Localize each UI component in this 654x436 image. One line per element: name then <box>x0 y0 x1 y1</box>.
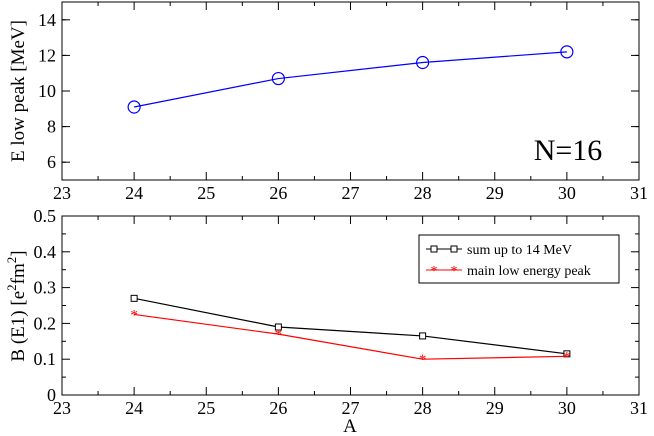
top-x-tick-label: 26 <box>269 183 287 203</box>
legend-label-peak: main low energy peak <box>467 264 591 279</box>
bottom-y-tick-label: 0.2 <box>34 313 57 333</box>
legend-box <box>418 234 620 284</box>
bottom-x-tick-label: 24 <box>125 398 143 418</box>
top-y-tick-label: 8 <box>47 117 56 137</box>
top-y-tick-label: 12 <box>38 45 56 65</box>
top-y-tick-label: 14 <box>38 10 56 30</box>
bottom-x-tick-label: 30 <box>558 398 576 418</box>
bottom-x-tick-label: 23 <box>53 398 71 418</box>
bottom-y-tick-label: 0 <box>47 385 56 405</box>
top-x-tick-label: 28 <box>414 183 432 203</box>
bottom-data-point: * <box>275 327 283 343</box>
bottom-series-group: * * * * <box>130 294 571 368</box>
top-data-point <box>560 45 574 59</box>
bottom-data-point <box>419 332 427 340</box>
bottom-x-tick-label: 29 <box>486 398 504 418</box>
svg-text:B (E1) [e2fm2]: B (E1) [e2fm2] <box>4 250 29 361</box>
bottom-data-point: * <box>130 307 138 323</box>
top-data-point <box>271 71 285 86</box>
bottom-x-tick-label: 27 <box>342 398 360 418</box>
top-x-tick-label: 23 <box>53 183 71 203</box>
top-x-tick-label: 29 <box>486 183 504 203</box>
legend-marker-square <box>450 245 458 253</box>
bottom-x-tick-label: 28 <box>414 398 432 418</box>
legend-marker-square <box>430 245 438 253</box>
top-x-tick-label: 27 <box>342 183 360 203</box>
bottom-y-tick-label: 0.1 <box>34 349 57 369</box>
bottom-series-line-0 <box>134 297 567 355</box>
legend-marker-star: * <box>451 264 458 279</box>
top-y-tick-label: 10 <box>38 81 56 101</box>
bottom-y-tick-label: 0.5 <box>34 206 57 226</box>
bottom-series-line-1 <box>134 313 567 360</box>
top-panel: 23 24 25 26 27 28 29 30 31 6 8 10 12 14 N=16 E low pe… <box>8 1 648 203</box>
top-axis-ticks: 23 24 25 26 27 28 29 30 31 6 8 10 12 14 <box>38 2 648 203</box>
legend-label-sum: sum up to 14 MeV <box>467 243 572 258</box>
top-series-group <box>127 45 574 114</box>
top-series-line-0 <box>134 51 567 108</box>
bottom-axis-ticks: 23 24 25 26 27 28 29 30 31 0 0.1 0.2 0.3 0.4 0.5 <box>34 206 649 418</box>
top-x-tick-label: 30 <box>558 183 576 203</box>
bottom-y-tick-label: 0.4 <box>34 242 57 262</box>
bottom-x-axis-label: A <box>343 416 357 436</box>
top-y-axis-label: E low peak [MeV] <box>8 20 29 162</box>
panel-annotation: N=16 <box>534 134 603 167</box>
top-y-tick-label: 6 <box>47 152 56 172</box>
bottom-data-point <box>274 323 282 331</box>
legend-marker-star: * <box>431 264 438 279</box>
bottom-x-tick-label: 31 <box>630 398 648 418</box>
legend: sum up to 14 MeV * * main low energy pea… <box>418 234 620 284</box>
top-data-point <box>416 55 430 70</box>
top-data-point <box>127 100 141 114</box>
bottom-x-tick-label: 25 <box>197 398 215 418</box>
bottom-data-point <box>130 294 138 302</box>
top-x-tick-label: 24 <box>125 183 143 203</box>
top-x-tick-label: 25 <box>197 183 215 203</box>
bottom-data-point: * <box>419 352 427 368</box>
bottom-x-tick-label: 26 <box>269 398 287 418</box>
top-x-tick-label: 31 <box>630 183 648 203</box>
bottom-y-tick-label: 0.3 <box>34 278 57 298</box>
bottom-data-point: * <box>563 349 571 365</box>
bottom-y-axis-label: B (E1) [e2fm2] <box>4 250 29 361</box>
